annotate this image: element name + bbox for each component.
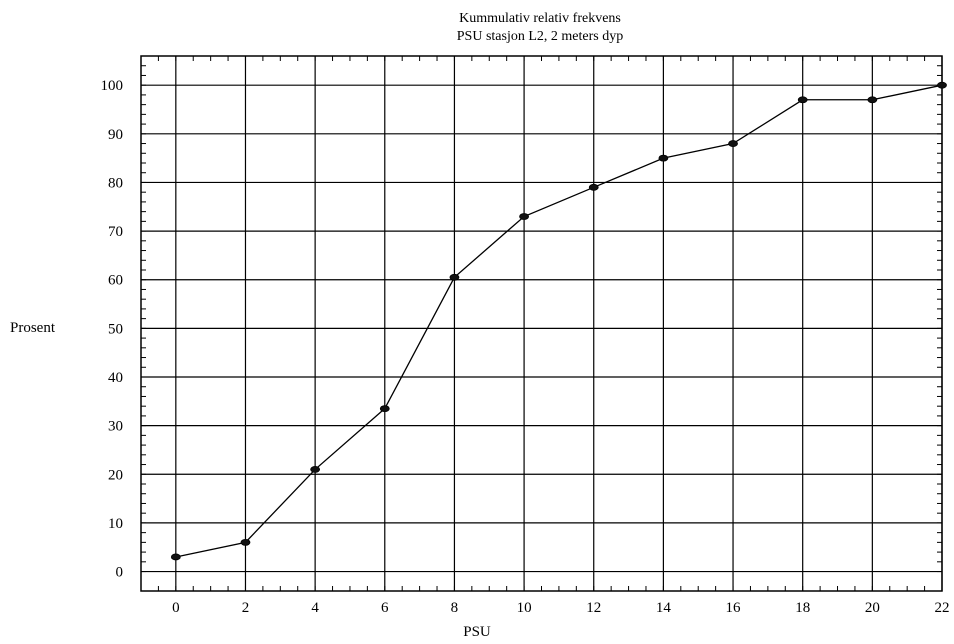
- data-point: [797, 96, 808, 104]
- x-tick-labels: 0 2 4 6 8 10 12 14 16 18 20 22: [172, 600, 949, 616]
- grid: [141, 56, 943, 591]
- series-line: [175, 84, 943, 558]
- chart-title: Kummulativ relativ frekvens: [459, 11, 621, 26]
- y-tick-labels: 0 10 20 30 40 50 60 70 80 90 100: [101, 78, 124, 580]
- x-tick-label: 6: [381, 600, 389, 616]
- y-tick-label: 0: [116, 565, 124, 581]
- x-tick-label: 14: [656, 600, 672, 616]
- x-tick-label: 4: [311, 600, 319, 616]
- x-tick-label: 20: [865, 600, 880, 616]
- x-tick-label: 22: [935, 600, 950, 616]
- data-point: [588, 183, 599, 191]
- x-tick-label: 0: [172, 600, 180, 616]
- data-point: [240, 538, 251, 546]
- data-point: [937, 81, 947, 89]
- y-tick-label: 100: [101, 78, 124, 94]
- x-tick-label: 16: [726, 600, 742, 616]
- data-point: [658, 154, 669, 162]
- data-point: [449, 273, 460, 281]
- data-point: [379, 405, 390, 413]
- y-tick-label: 20: [108, 467, 123, 483]
- y-tick-label: 30: [108, 419, 123, 435]
- x-tick-label: 8: [451, 600, 459, 616]
- plot-frame: [140, 55, 943, 592]
- y-tick-label: 40: [108, 370, 123, 386]
- chart-subtitle: PSU stasjon L2, 2 meters dyp: [456, 29, 624, 44]
- data-point: [867, 96, 878, 104]
- data-point: [170, 553, 181, 561]
- y-tick-label: 50: [108, 321, 123, 337]
- y-axis-label: Prosent: [10, 320, 55, 336]
- x-axis-label: PSU: [463, 624, 491, 640]
- y-tick-label: 90: [108, 127, 123, 143]
- series: [170, 81, 947, 561]
- data-point: [310, 466, 321, 473]
- minor-ticks: [140, 55, 943, 591]
- y-tick-label: 70: [108, 224, 123, 240]
- x-tick-label: 2: [242, 600, 250, 616]
- data-point: [728, 140, 738, 147]
- y-tick-label: 80: [108, 175, 123, 191]
- x-tick-label: 12: [586, 600, 601, 616]
- data-point: [519, 213, 529, 220]
- y-tick-label: 60: [108, 273, 123, 289]
- x-tick-label: 10: [517, 600, 532, 616]
- x-tick-label: 18: [795, 600, 810, 616]
- y-tick-label: 10: [108, 516, 123, 532]
